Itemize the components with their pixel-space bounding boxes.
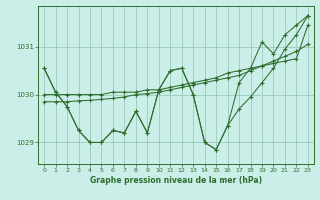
X-axis label: Graphe pression niveau de la mer (hPa): Graphe pression niveau de la mer (hPa) [90, 176, 262, 185]
